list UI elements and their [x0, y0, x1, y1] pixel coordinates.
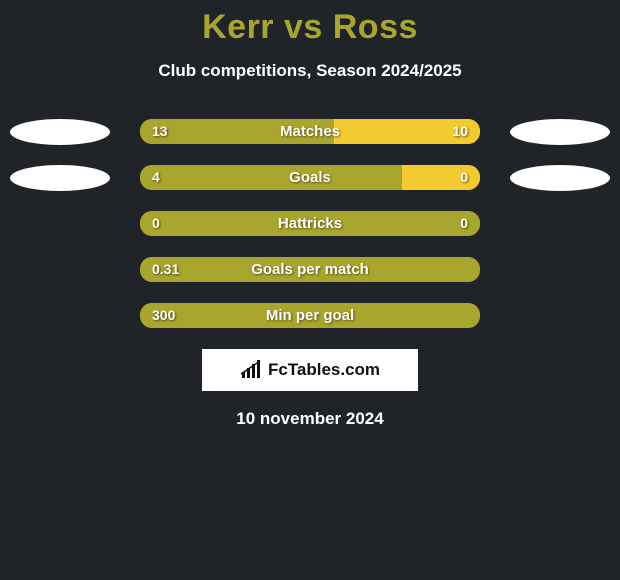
stat-label: Goals per match [140, 257, 480, 282]
stats-container: Matches1310Goals40Hattricks00Goals per m… [0, 119, 620, 328]
date-line: 10 november 2024 [0, 409, 620, 429]
stat-row: Matches13 10 [0, 119, 620, 144]
stat-row: Hattricks0 0 [0, 211, 620, 236]
bar-chart-icon [240, 360, 264, 380]
stat-value-left: 0 [152, 211, 160, 236]
page-subtitle: Club competitions, Season 2024/2025 [0, 61, 620, 81]
stat-label: Goals [140, 165, 480, 190]
player-marker-right [510, 165, 610, 191]
player-marker-left [10, 119, 110, 145]
logo-text: FcTables.com [268, 360, 380, 380]
stat-value-right: 0 [460, 165, 468, 190]
stat-row: Goals per match0.31 [0, 257, 620, 282]
stat-value-right: 0 [460, 211, 468, 236]
comparison-infographic: Kerr vs Ross Club competitions, Season 2… [0, 0, 620, 580]
stat-label: Hattricks [140, 211, 480, 236]
stat-label: Min per goal [140, 303, 480, 328]
stat-value-left: 300 [152, 303, 175, 328]
stat-label: Matches [140, 119, 480, 144]
player-marker-right [510, 119, 610, 145]
stat-value-left: 4 [152, 165, 160, 190]
stat-value-left: 0.31 [152, 257, 179, 282]
player-marker-left [10, 165, 110, 191]
stat-row: Min per goal300 [0, 303, 620, 328]
page-title: Kerr vs Ross [0, 0, 620, 47]
stat-value-left: 13 [152, 119, 168, 144]
stat-value-right: 10 [452, 119, 468, 144]
stat-row: Goals4 0 [0, 165, 620, 190]
source-logo: FcTables.com [202, 349, 418, 391]
